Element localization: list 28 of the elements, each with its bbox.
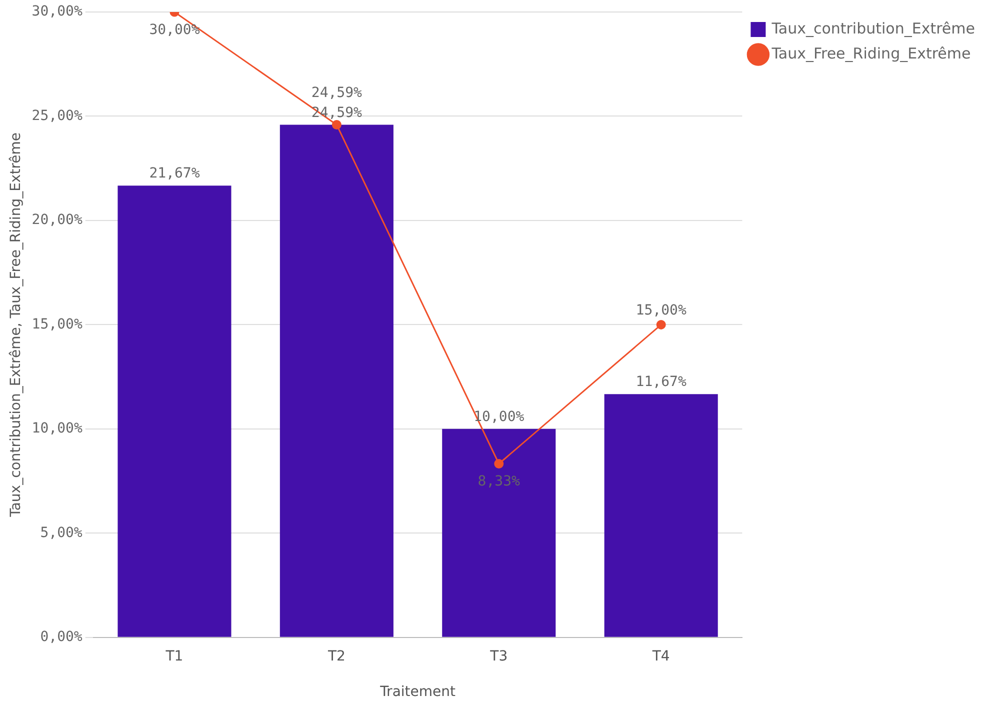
data-label: 11,67%	[636, 374, 687, 390]
y-tick-label: 0,00%	[40, 629, 83, 646]
x-tick-label: T4	[651, 648, 670, 664]
x-tick-label: T2	[326, 648, 346, 664]
point	[332, 120, 342, 130]
bar	[604, 394, 718, 637]
bar	[280, 124, 394, 637]
x-axis-title: Traitement	[379, 684, 456, 700]
y-tick-label: 15,00%	[32, 316, 83, 332]
data-label: 30,00%	[149, 22, 200, 38]
point	[656, 320, 666, 330]
y-axis-title: Taux_contribution_Extrême, Taux_Free_Riding_Extrême	[8, 132, 24, 518]
data-label: 15,00%	[636, 302, 687, 319]
point	[494, 459, 504, 468]
data-label: 21,67%	[149, 166, 200, 182]
y-tick-label: 20,00%	[32, 212, 83, 228]
data-label: 24,59%	[311, 84, 363, 101]
y-tick-label: 10,00%	[32, 420, 83, 437]
bar	[442, 428, 556, 637]
x-tick-label: T3	[489, 648, 508, 664]
legend-label: Taux_contribution_Extrême	[770, 19, 976, 38]
y-tick-label: 25,00%	[32, 108, 83, 124]
y-tick-label: 30,00%	[32, 4, 83, 20]
data-label: 8,33%	[478, 474, 521, 490]
legend-label: Taux_Free_Riding_Extrême	[770, 44, 971, 62]
y-tick-label: 5,00%	[40, 524, 83, 541]
x-tick-label: T1	[164, 648, 184, 664]
bar	[118, 186, 232, 637]
